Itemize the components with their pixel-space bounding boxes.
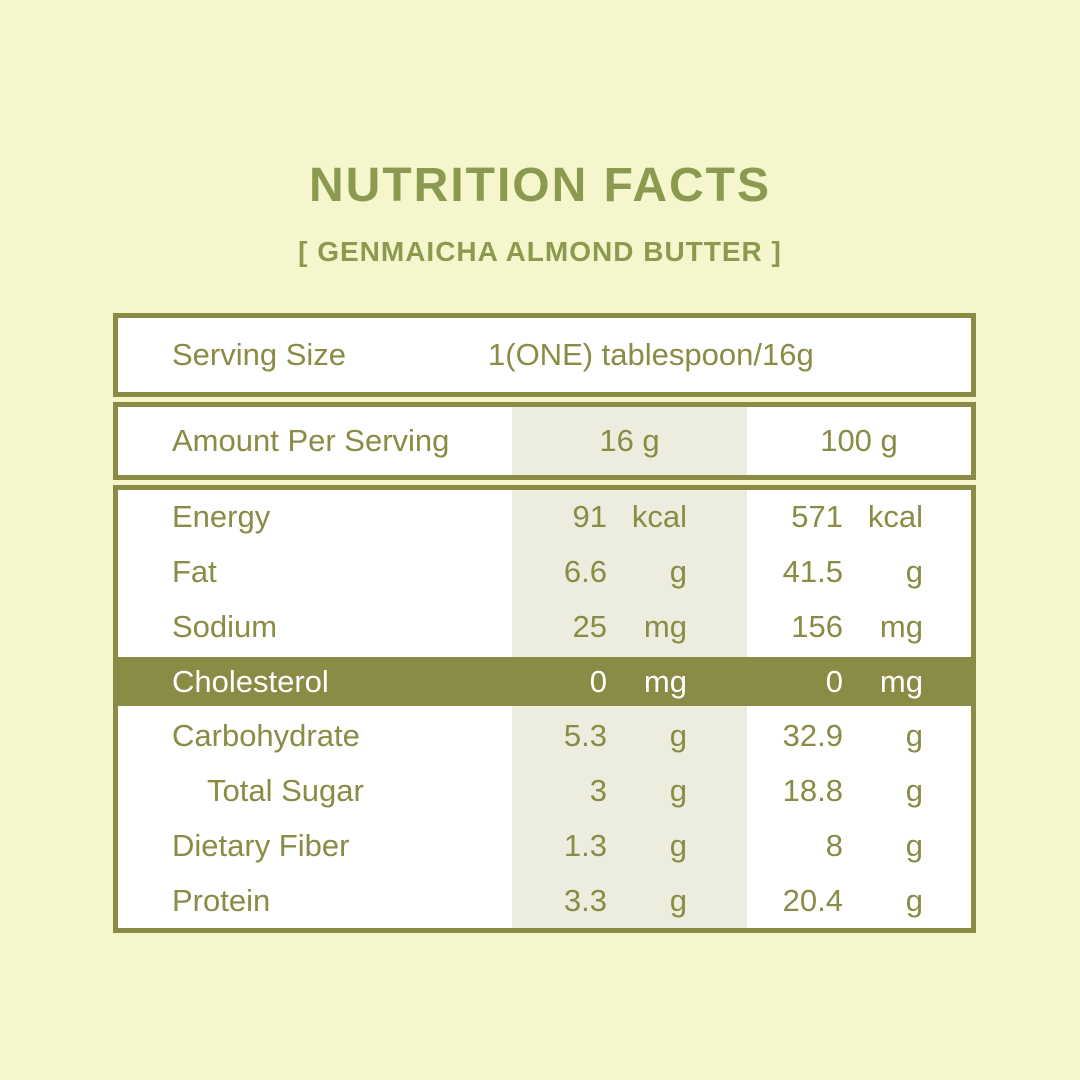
- nutrition-values-box: Energy 91 kcal 571 kcal Fat 6.6 g 41.5: [113, 485, 976, 933]
- unit-per-hundred: mg: [879, 608, 923, 644]
- amount-per-serving-label: Amount Per Serving: [172, 423, 450, 458]
- serving-size-row: Serving Size 1(ONE) tablespoon/16g: [118, 318, 971, 392]
- value-per-serving: 3: [589, 773, 607, 809]
- unit-per-hundred: g: [905, 718, 923, 754]
- value-per-serving: 91: [572, 499, 607, 535]
- unit-per-hundred: kcal: [867, 499, 923, 535]
- page-title: NUTRITION FACTS: [309, 159, 771, 212]
- unit-per-hundred: g: [905, 827, 923, 863]
- unit-per-hundred: g: [905, 554, 923, 590]
- row-label: Total Sugar: [207, 773, 364, 809]
- page-subtitle: [ GENMAICHA ALMOND BUTTER ]: [298, 236, 782, 267]
- value-per-hundred: 41.5: [782, 554, 843, 590]
- per-serving-column-shade: [512, 407, 747, 475]
- table-row-cholesterol: Cholesterol 0 mg 0 mg: [113, 654, 976, 709]
- table-row-carbohydrate: Carbohydrate 5.3 g 32.9 g: [118, 709, 971, 764]
- nutrition-panel: Serving Size 1(ONE) tablespoon/16g Amoun…: [113, 313, 976, 933]
- row-label: Protein: [172, 882, 271, 918]
- value-per-serving: 0: [589, 663, 607, 699]
- column-header-inner: Amount Per Serving 16 g 100 g: [118, 407, 971, 475]
- nutrition-values-inner: Energy 91 kcal 571 kcal Fat 6.6 g 41.5: [113, 490, 976, 928]
- row-label: Fat: [172, 554, 217, 590]
- serving-size-label: Serving Size: [172, 337, 347, 372]
- unit-per-hundred: g: [905, 882, 923, 918]
- value-per-hundred: 32.9: [782, 718, 843, 754]
- value-per-hundred: 0: [825, 663, 843, 699]
- serving-size-value: 1(ONE) tablespoon/16g: [488, 337, 814, 372]
- per-serving-column-shade: [512, 490, 747, 928]
- per-hundred-column-header: 100 g: [820, 423, 898, 458]
- table-row-protein: Protein 3.3 g 20.4 g: [118, 873, 971, 928]
- value-per-hundred: 571: [791, 499, 843, 535]
- unit-per-serving: mg: [643, 663, 687, 699]
- value-per-serving: 25: [572, 608, 607, 644]
- unit-per-serving: g: [669, 554, 687, 590]
- column-header-box: Amount Per Serving 16 g 100 g: [113, 402, 976, 480]
- per-serving-column-header: 16 g: [599, 423, 660, 458]
- unit-per-serving: g: [669, 827, 687, 863]
- value-per-hundred: 156: [791, 608, 843, 644]
- unit-per-hundred: mg: [879, 663, 923, 699]
- value-per-serving: 1.3: [563, 827, 607, 863]
- serving-size-box: Serving Size 1(ONE) tablespoon/16g: [113, 313, 976, 397]
- unit-per-serving: kcal: [631, 499, 687, 535]
- table-row-dietary-fiber: Dietary Fiber 1.3 g 8 g: [118, 819, 971, 874]
- unit-per-serving: g: [669, 882, 687, 918]
- row-label: Dietary Fiber: [172, 827, 350, 863]
- unit-per-serving: mg: [643, 608, 687, 644]
- value-per-hundred: 18.8: [782, 773, 843, 809]
- unit-per-hundred: g: [905, 773, 923, 809]
- table-row-total-sugar: Total Sugar 3 g 18.8 g: [118, 764, 971, 819]
- column-header-row: Amount Per Serving 16 g 100 g: [118, 407, 971, 475]
- unit-per-serving: g: [669, 718, 687, 754]
- unit-per-serving: g: [669, 773, 687, 809]
- row-label: Cholesterol: [172, 663, 329, 699]
- value-per-hundred: 20.4: [782, 882, 843, 918]
- value-per-serving: 6.6: [563, 554, 607, 590]
- row-label: Sodium: [172, 608, 278, 644]
- table-row-fat: Fat 6.6 g 41.5 g: [118, 545, 971, 600]
- value-per-serving: 3.3: [563, 882, 607, 918]
- table-row-sodium: Sodium 25 mg 156 mg: [118, 600, 971, 655]
- row-label: Carbohydrate: [172, 718, 360, 754]
- value-per-serving: 5.3: [563, 718, 607, 754]
- row-label: Energy: [172, 499, 271, 535]
- value-per-hundred: 8: [825, 827, 843, 863]
- table-row-energy: Energy 91 kcal 571 kcal: [118, 490, 971, 545]
